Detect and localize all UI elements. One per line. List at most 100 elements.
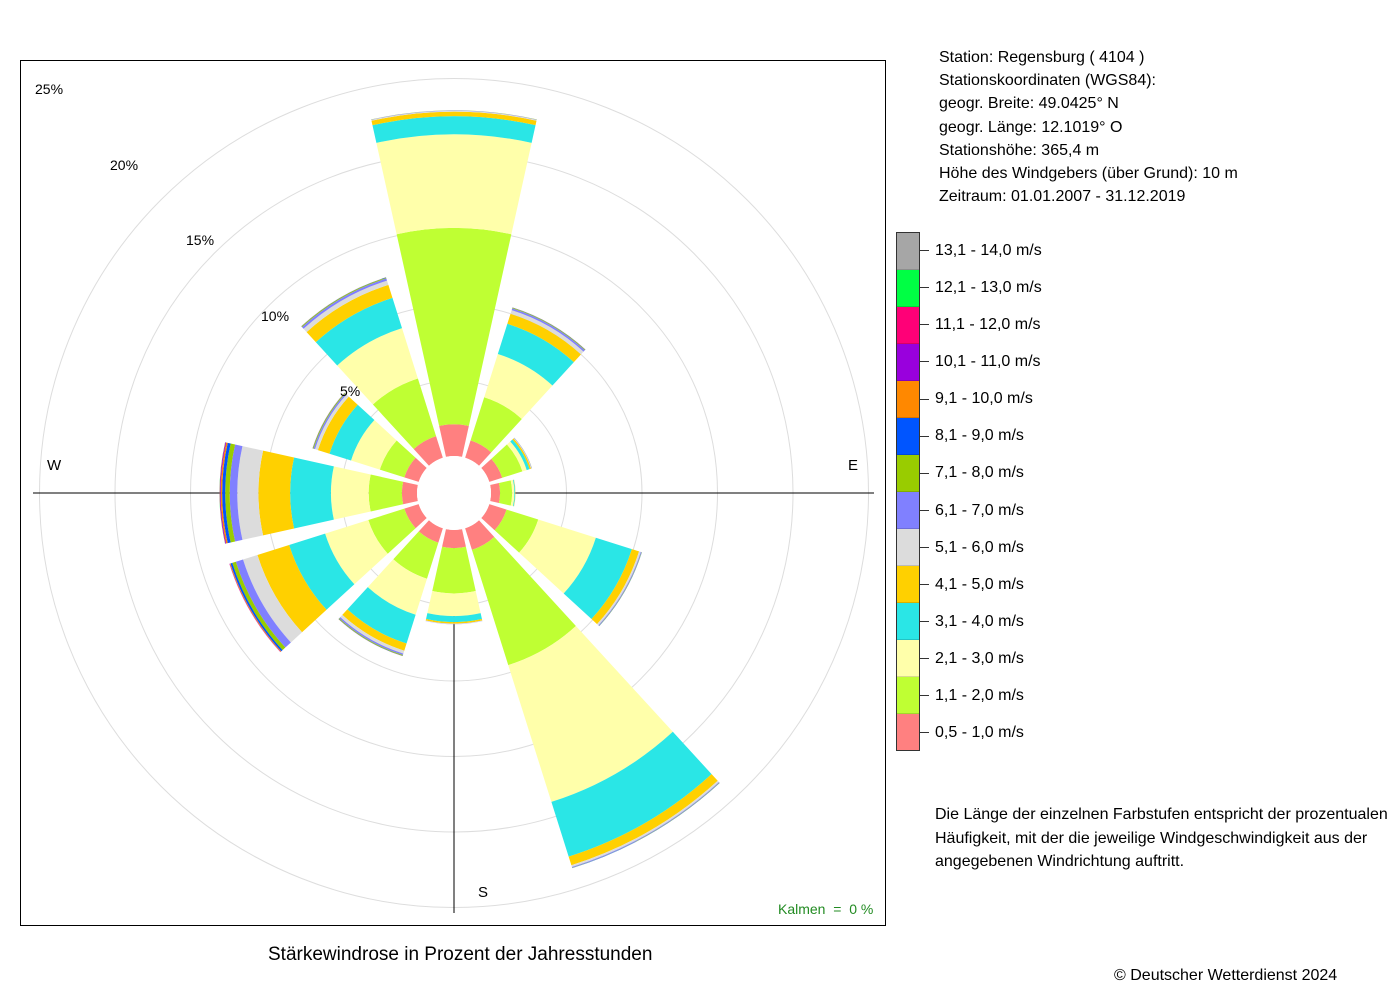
- sector-0-class-6: [371, 110, 537, 120]
- coords-heading: Stationskoordinaten (WGS84):: [939, 72, 1156, 90]
- sector-330-class-1: [372, 378, 437, 450]
- legend-label: 1,1 - 2,0 m/s: [935, 686, 1024, 704]
- legend-item: 9,1 - 10,0 m/s: [920, 389, 1033, 409]
- legend-color-bar: [896, 232, 920, 751]
- sector-180-class-4: [425, 619, 483, 624]
- sector-210-class-2: [367, 559, 427, 615]
- sector-180-class-2: [427, 591, 481, 617]
- note-line: angegebenen Windrichtung auftritt.: [935, 853, 1185, 870]
- calms-label: Kalmen = 0 %: [778, 901, 874, 917]
- compass-south-label: S: [478, 884, 489, 901]
- legend-swatch: [897, 344, 919, 381]
- legend-item: 3,1 - 4,0 m/s: [920, 612, 1024, 632]
- plot-frame: W E S 5% 10% 15% 20% 25%: [20, 60, 886, 926]
- sector-150-class-2: [508, 626, 673, 802]
- ring-label-25: 25%: [35, 81, 64, 97]
- sector-210-class-0: [418, 520, 443, 543]
- legend-swatch: [897, 418, 919, 455]
- sector-60-class-2: [506, 441, 527, 472]
- legend-swatch: [897, 603, 919, 640]
- sector-150-class-4: [568, 774, 718, 866]
- legend-tick: [920, 546, 929, 548]
- sector-150-class-3: [551, 731, 712, 857]
- legend-swatch: [897, 381, 919, 418]
- sector-0-class-2: [376, 134, 532, 235]
- sector-0-class-0: [439, 424, 469, 457]
- sector-90-class-2: [510, 479, 515, 507]
- sector-180-class-3: [426, 613, 482, 623]
- sector-270-class-10: [219, 442, 227, 544]
- sector-60-class-1: [491, 444, 523, 478]
- sector-30-class-5: [510, 310, 584, 355]
- sector-270-class-12: [219, 442, 226, 544]
- legend-label: 7,1 - 8,0 m/s: [935, 464, 1024, 482]
- legend-label: 3,1 - 4,0 m/s: [935, 612, 1024, 630]
- legend-item: 11,1 - 12,0 m/s: [920, 315, 1041, 335]
- sector-210-class-1: [393, 531, 439, 579]
- note-line: Die Länge der einzelnen Farbstufen entsp…: [935, 806, 1388, 823]
- legend-label: 0,5 - 1,0 m/s: [935, 723, 1024, 741]
- legend-label: 11,1 - 12,0 m/s: [935, 316, 1041, 334]
- legend-label: 8,1 - 9,0 m/s: [935, 427, 1024, 445]
- sector-300-class-3: [329, 404, 375, 461]
- sector-270-class-5: [237, 446, 264, 540]
- legend-swatch: [897, 677, 919, 714]
- sector-0-class-1: [396, 227, 512, 426]
- sector-270-class-11: [219, 442, 226, 544]
- sector-240-class-4: [257, 544, 327, 633]
- sector-0-class-4: [371, 111, 537, 126]
- longitude: geogr. Länge: 12.1019° O: [939, 118, 1123, 136]
- sector-30-class-0: [465, 440, 492, 466]
- legend-swatch: [897, 270, 919, 307]
- copyright: © Deutscher Wetterdienst 2024: [1114, 967, 1338, 984]
- legend-label: 4,1 - 5,0 m/s: [935, 575, 1024, 593]
- sector-300-class-5: [315, 394, 349, 451]
- sector-60-class-3: [510, 439, 530, 471]
- legend-note: Die Länge der einzelnen Farbstufen entsp…: [935, 803, 1388, 874]
- legend-item: 13,1 - 14,0 m/s: [920, 241, 1042, 261]
- legend-label: 13,1 - 14,0 m/s: [935, 242, 1042, 259]
- sector-300-class-2: [351, 420, 397, 470]
- latitude: geogr. Breite: 49.0425° N: [939, 95, 1119, 113]
- legend-tick: [920, 732, 929, 734]
- legend-swatch: [897, 529, 919, 566]
- legend-swatch: [897, 307, 919, 344]
- sector-180-class-6: [425, 620, 483, 625]
- legend-label: 5,1 - 6,0 m/s: [935, 538, 1024, 556]
- sector-210-class-3: [347, 587, 416, 644]
- legend-tick: [920, 324, 929, 326]
- sector-150-class-1: [471, 536, 576, 666]
- chart-title: Stärkewindrose in Prozent der Jahresstun…: [268, 944, 653, 965]
- legend-tick: [920, 398, 929, 400]
- sector-300-class-1: [379, 440, 416, 478]
- sector-0-class-5: [371, 110, 537, 121]
- elevation: Stationshöhe: 365,4 m: [939, 141, 1100, 159]
- legend-item: 7,1 - 8,0 m/s: [920, 463, 1024, 483]
- sector-30-class-4: [507, 313, 582, 363]
- legend-tick: [920, 695, 929, 697]
- ring-label-20: 20%: [110, 157, 139, 173]
- sector-180-class-1: [432, 546, 476, 594]
- sector-240-class-7: [232, 561, 286, 651]
- sector-270-class-3: [290, 457, 334, 529]
- ring-label-5: 5%: [340, 383, 361, 399]
- legend-swatch: [897, 714, 919, 750]
- legend-tick: [920, 472, 929, 474]
- sector-300-class-4: [317, 396, 358, 454]
- sector-270-class-0: [401, 481, 418, 505]
- sector-270-class-1: [368, 474, 404, 512]
- legend-swatch: [897, 566, 919, 603]
- legend-item: 6,1 - 7,0 m/s: [920, 501, 1024, 521]
- sensor-height: Höhe des Windgebers (über Grund): 10 m: [939, 165, 1238, 183]
- sector-60-class-0: [481, 458, 503, 482]
- wind-rose-chart: [33, 78, 874, 913]
- ring-label-15: 15%: [186, 232, 215, 248]
- sector-30-class-1: [470, 397, 522, 453]
- legend-item: 12,1 - 13,0 m/s: [920, 278, 1042, 298]
- ring-label-10: 10%: [261, 308, 290, 324]
- sector-330-class-0: [413, 436, 443, 466]
- sector-270-class-7: [225, 443, 236, 543]
- sector-30-class-2: [484, 354, 553, 419]
- sector-120-class-4: [591, 549, 640, 625]
- sector-90-class-3: [512, 479, 516, 507]
